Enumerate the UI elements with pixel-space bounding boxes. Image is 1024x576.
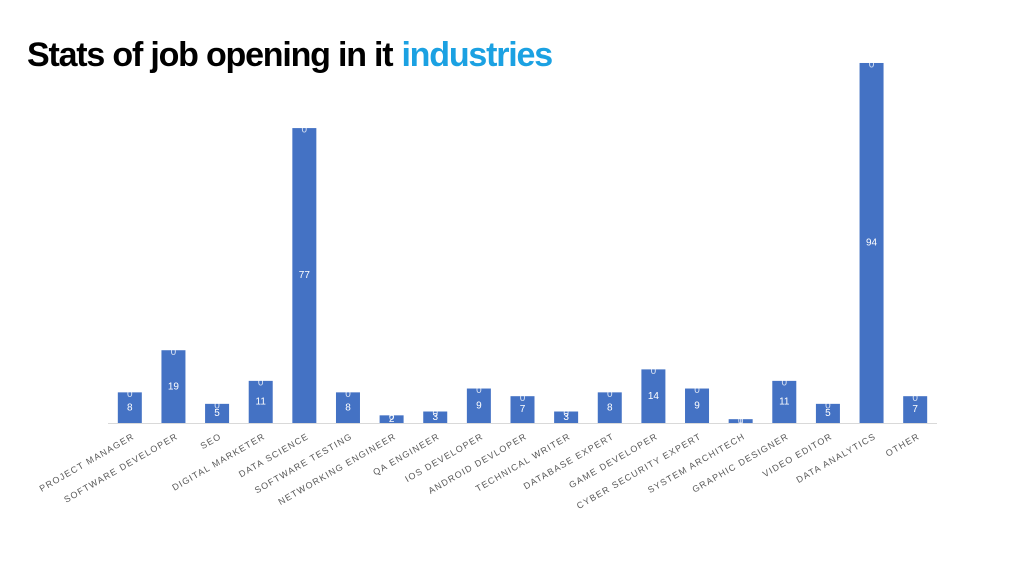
data-label: 0	[563, 408, 569, 419]
bar	[379, 415, 404, 423]
data-label: 11	[256, 397, 267, 408]
data-label: 3	[563, 412, 569, 423]
data-label: 0	[694, 385, 700, 396]
data-label: 0	[651, 366, 657, 377]
bar	[815, 403, 840, 423]
bar	[903, 396, 928, 423]
bar	[859, 62, 884, 423]
chart-title: Stats of job opening in it industries	[27, 36, 552, 74]
x-tick-label: OTHER	[884, 431, 921, 458]
data-label: 94	[866, 238, 878, 249]
data-label: 0	[607, 389, 613, 400]
title-highlight: industries	[401, 36, 552, 74]
data-label: 77	[299, 270, 311, 281]
bar	[597, 392, 622, 423]
data-label: 5	[214, 408, 220, 419]
data-label: 8	[345, 402, 351, 413]
data-label: 8	[607, 402, 613, 413]
bar	[161, 350, 186, 423]
data-label: 11	[779, 397, 790, 408]
data-label: 0	[345, 389, 351, 400]
data-label: 0	[171, 347, 177, 358]
bar	[510, 396, 535, 423]
data-label: 0	[782, 378, 788, 389]
title-text: Stats of job opening in it	[27, 36, 393, 74]
bar	[641, 369, 666, 423]
bar	[292, 128, 317, 423]
bar	[728, 419, 753, 423]
data-label: 0	[520, 393, 526, 404]
data-label: 0	[476, 385, 482, 396]
data-label: 0	[127, 389, 133, 400]
bar	[685, 388, 710, 423]
data-label: 0	[258, 378, 264, 389]
bar	[466, 388, 491, 423]
data-label: 1	[738, 416, 744, 427]
data-label: 9	[476, 400, 482, 411]
data-label: 0	[432, 408, 438, 419]
data-label: 0	[302, 125, 308, 136]
data-label: 0	[912, 393, 918, 404]
bar	[117, 392, 142, 423]
data-label: 8	[127, 402, 133, 413]
data-label: 7	[912, 404, 918, 415]
bar	[423, 411, 448, 423]
data-label: 2	[389, 414, 395, 425]
x-tick-label: SEO	[199, 431, 224, 451]
data-label: 9	[694, 400, 700, 411]
data-label: 3	[432, 412, 438, 423]
data-label: 5	[825, 408, 831, 419]
data-label: 0	[738, 416, 744, 427]
data-label: 0	[214, 400, 220, 411]
data-label: 19	[168, 381, 180, 392]
data-label: 0	[869, 60, 875, 71]
data-label: 0	[825, 400, 831, 411]
data-label: 14	[648, 391, 660, 402]
bar	[205, 403, 230, 423]
bar	[335, 392, 360, 423]
data-label: 0	[389, 412, 395, 423]
data-label: 7	[520, 404, 526, 415]
x-tick-label: DATA ANALYTICS	[795, 431, 878, 485]
bar	[772, 380, 797, 423]
bar	[554, 411, 579, 423]
bar	[248, 380, 273, 423]
